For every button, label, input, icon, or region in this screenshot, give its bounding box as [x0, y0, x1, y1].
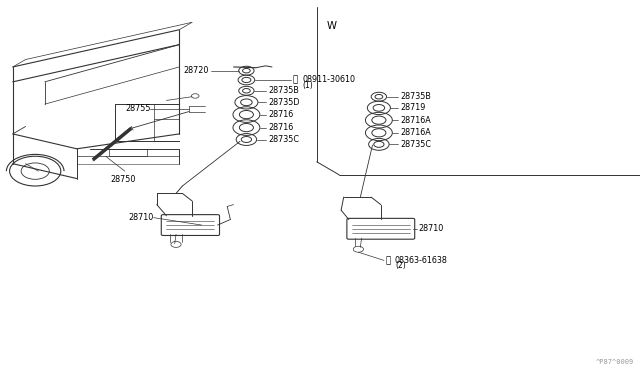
Text: 28719: 28719 [400, 103, 426, 112]
Text: Ⓢ: Ⓢ [385, 256, 390, 265]
Text: (1): (1) [302, 81, 313, 90]
Text: Ⓝ: Ⓝ [292, 76, 298, 84]
Text: 28710: 28710 [129, 213, 154, 222]
Text: W: W [326, 21, 337, 31]
Text: ^P87^0009: ^P87^0009 [595, 359, 634, 365]
Text: 28716: 28716 [268, 110, 293, 119]
Text: 28735D: 28735D [268, 98, 300, 107]
Text: 28720: 28720 [183, 66, 209, 75]
Text: 08363-61638: 08363-61638 [395, 256, 448, 265]
Text: 28716: 28716 [268, 123, 293, 132]
Text: 28735B: 28735B [400, 92, 431, 101]
Text: 28716A: 28716A [400, 116, 431, 125]
Text: 28735C: 28735C [400, 140, 431, 149]
Text: (2): (2) [395, 262, 406, 270]
Text: 08911-30610: 08911-30610 [302, 76, 355, 84]
Text: 28716A: 28716A [400, 128, 431, 137]
Text: 28735B: 28735B [268, 86, 299, 95]
Text: 28735C: 28735C [268, 135, 299, 144]
Text: 28755: 28755 [125, 105, 150, 113]
Text: 28710: 28710 [418, 224, 443, 233]
Text: 28750: 28750 [110, 175, 136, 184]
